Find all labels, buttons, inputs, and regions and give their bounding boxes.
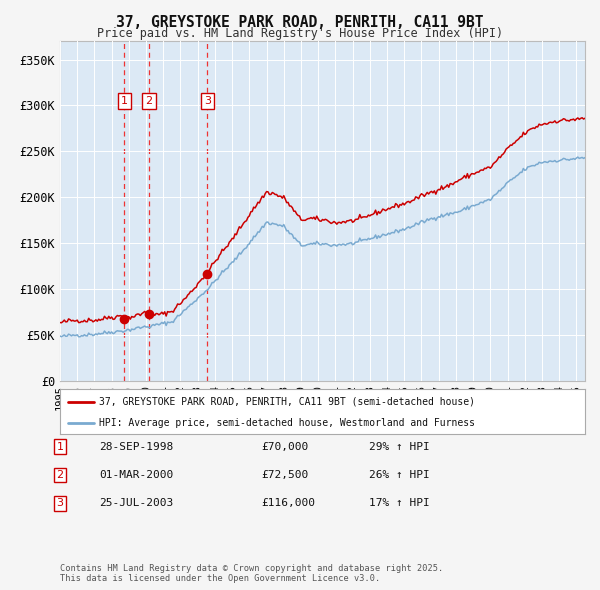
Text: 01-MAR-2000: 01-MAR-2000 <box>99 470 173 480</box>
Text: £116,000: £116,000 <box>261 499 315 508</box>
Text: 28-SEP-1998: 28-SEP-1998 <box>99 442 173 451</box>
Text: £70,000: £70,000 <box>261 442 308 451</box>
Text: 37, GREYSTOKE PARK ROAD, PENRITH, CA11 9BT: 37, GREYSTOKE PARK ROAD, PENRITH, CA11 9… <box>116 15 484 30</box>
Text: 29% ↑ HPI: 29% ↑ HPI <box>369 442 430 451</box>
Text: 3: 3 <box>204 96 211 106</box>
Text: 17% ↑ HPI: 17% ↑ HPI <box>369 499 430 508</box>
Text: 2: 2 <box>56 470 64 480</box>
Text: £72,500: £72,500 <box>261 470 308 480</box>
Text: HPI: Average price, semi-detached house, Westmorland and Furness: HPI: Average price, semi-detached house,… <box>100 418 475 428</box>
Text: Contains HM Land Registry data © Crown copyright and database right 2025.
This d: Contains HM Land Registry data © Crown c… <box>60 563 443 583</box>
Text: 2: 2 <box>145 96 152 106</box>
Text: Price paid vs. HM Land Registry's House Price Index (HPI): Price paid vs. HM Land Registry's House … <box>97 27 503 40</box>
Text: 1: 1 <box>121 96 128 106</box>
Text: 3: 3 <box>56 499 64 508</box>
Text: 1: 1 <box>56 442 64 451</box>
Text: 25-JUL-2003: 25-JUL-2003 <box>99 499 173 508</box>
Text: 37, GREYSTOKE PARK ROAD, PENRITH, CA11 9BT (semi-detached house): 37, GREYSTOKE PARK ROAD, PENRITH, CA11 9… <box>100 397 475 407</box>
Text: 26% ↑ HPI: 26% ↑ HPI <box>369 470 430 480</box>
